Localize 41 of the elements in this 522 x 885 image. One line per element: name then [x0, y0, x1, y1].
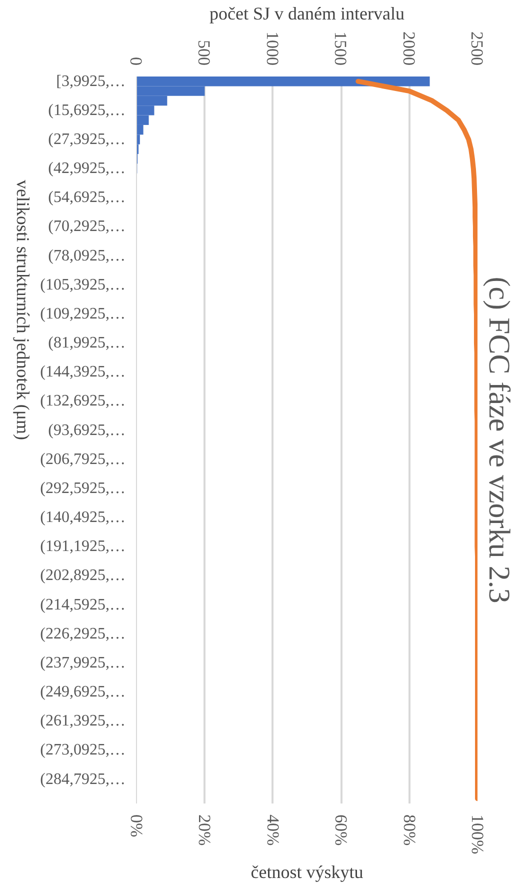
y-tick-label: (292,5925,…	[40, 480, 126, 497]
y-tick-label: (140,4925,…	[40, 509, 126, 526]
y-tick-label: (109,2925,…	[40, 305, 126, 322]
text: (c) FCC fáze ve vzorku 2.3	[482, 276, 516, 604]
y-tick-label: (27,3925,…	[48, 131, 126, 148]
y-tick-label: (54,6925,…	[48, 189, 126, 206]
y-tick-label: (249,6925,…	[40, 684, 126, 701]
x-tick-label: 2500	[468, 32, 486, 66]
y-tick-label: (226,2925,…	[40, 625, 126, 642]
x-axis-title: počet SJ v daném intervalu	[210, 4, 404, 24]
y-tick-label: (191,1925,…	[40, 538, 126, 556]
y-tick-label: (273,0925,…	[40, 742, 126, 759]
y-tick-label: (105,3925,…	[40, 276, 126, 294]
y-tick-label: (202,8925,…	[40, 567, 126, 584]
x2-axis-title: četnost výskytu	[250, 862, 364, 882]
x2-tick-label: 40%	[263, 814, 282, 846]
x2-tick-label: 60%	[332, 814, 351, 846]
x-tick-label: 1000	[262, 32, 282, 66]
x2-tick-label: 100%	[468, 814, 487, 854]
y-tick-label: (78,0925,…	[48, 247, 126, 264]
y-tick-label: (42,9925,…	[48, 160, 126, 178]
x2-tick-label: 0%	[127, 814, 146, 838]
x-tick-label: 0	[126, 57, 146, 66]
y-tick-label: (261,3925,…	[40, 712, 126, 730]
y-tick-label: (214,5925,…	[40, 596, 126, 614]
x2-tick-label: 20%	[195, 814, 214, 846]
y-tick-label: (70,2925,…	[48, 218, 126, 236]
x2-tick-label: 80%	[400, 814, 419, 846]
y-axis-title: velikosti strukturních jednotek (μm)	[13, 180, 34, 440]
y-tick-label: [3,9925,…	[56, 72, 126, 90]
y-tick-label: (132,6925,…	[40, 392, 126, 410]
x-tick-label: 2000	[399, 32, 418, 66]
y-tick-label: (284,7925,…	[40, 770, 126, 788]
y-tick-label: (15,6925,…	[48, 102, 126, 119]
y-tick-label: (237,9925,…	[40, 654, 126, 672]
y-tick-label: (144,3925,…	[40, 364, 126, 381]
y-tick-label: (206,7925,…	[40, 450, 126, 468]
x-tick-label: 500	[194, 40, 214, 66]
y-tick-label: (81,9925,…	[48, 334, 126, 352]
x-tick-label: 1500	[331, 32, 350, 66]
y-tick-label: (93,6925,…	[48, 422, 126, 439]
